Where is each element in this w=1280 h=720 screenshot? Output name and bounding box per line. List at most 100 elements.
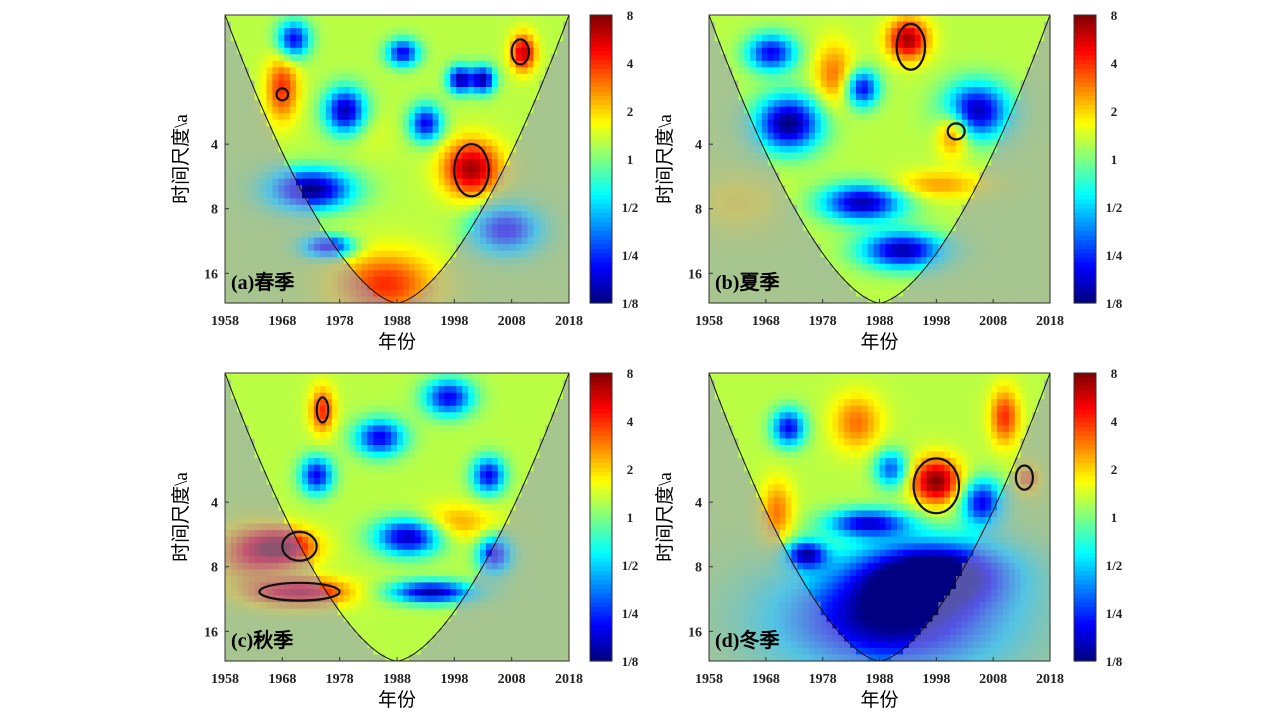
heatmap-cell [897, 224, 904, 232]
heatmap-cell [503, 257, 511, 265]
heatmap-cell [367, 237, 374, 245]
heatmap-cell [832, 231, 839, 239]
heatmap-cell [985, 100, 992, 108]
heatmap-cell [337, 145, 345, 154]
heatmap-cell [850, 185, 857, 193]
heatmap-cell [533, 172, 540, 180]
heatmap-cell [714, 47, 722, 55]
heatmap-cell [950, 270, 957, 278]
heatmap-cell [331, 250, 339, 258]
heatmap-cell [873, 244, 881, 252]
heatmap-cell [426, 41, 434, 49]
heatmap-cell [1014, 191, 1022, 199]
heatmap-cell [468, 126, 475, 134]
heatmap-cell [480, 217, 487, 226]
heatmap-cell [521, 211, 529, 219]
heatmap-cell [266, 80, 274, 88]
heatmap-cell [720, 113, 728, 121]
heatmap-cell [272, 250, 279, 258]
heatmap-cell [361, 67, 368, 75]
heatmap-cell [456, 132, 463, 140]
heatmap-cell [225, 172, 232, 180]
heatmap-cell [791, 244, 798, 252]
heatmap-cell [402, 276, 410, 284]
heatmap-cell [343, 296, 351, 304]
heatmap-cell [438, 270, 446, 278]
panel-0: 1958 1968 1978 1988 1998 2008 20184816年份时间尺度\a… [170, 8, 639, 353]
heatmap-cell [414, 106, 422, 114]
heatmap-cell [926, 93, 934, 101]
heatmap-cell [855, 106, 863, 114]
heatmap-cell [885, 257, 892, 265]
heatmap-cell [897, 296, 904, 304]
heatmap-cell [397, 250, 404, 258]
heatmap-cell [785, 244, 792, 252]
heatmap-cell [391, 289, 398, 298]
heatmap-cell [426, 106, 434, 114]
heatmap-cell [779, 113, 787, 121]
heatmap-cell [750, 165, 757, 173]
heatmap-cell [991, 113, 998, 121]
heatmap-cell [926, 283, 934, 291]
heatmap-cell [820, 54, 828, 62]
heatmap-cell [767, 270, 775, 278]
heatmap-cell [861, 185, 869, 193]
heatmap-cell [355, 54, 363, 62]
heatmap-cell [260, 237, 268, 245]
heatmap-cell [349, 15, 357, 23]
heatmap-cell [997, 34, 1004, 42]
heatmap-cell [973, 113, 981, 121]
heatmap-cell [385, 217, 392, 226]
heatmap-cell [408, 159, 416, 167]
heatmap-cell [920, 283, 928, 291]
heatmap-cell [438, 211, 446, 219]
heatmap-cell [985, 237, 992, 245]
heatmap-cell [997, 47, 1004, 55]
heatmap-cell [726, 80, 734, 88]
heatmap-cell [420, 198, 428, 206]
heatmap-cell [563, 204, 570, 212]
heatmap-cell [236, 47, 244, 55]
heatmap-cell [563, 139, 570, 147]
heatmap-cell [732, 34, 739, 42]
heatmap-cell [414, 28, 422, 36]
heatmap-cell [391, 21, 398, 29]
heatmap-cell [873, 113, 881, 121]
colorbar-segment [590, 186, 612, 192]
heatmap-cell [944, 191, 951, 199]
heatmap-cell [926, 211, 934, 219]
heatmap-cell [826, 250, 834, 258]
heatmap-cell [236, 54, 244, 62]
heatmap-cell [744, 211, 751, 219]
heatmap-cell [785, 237, 792, 245]
heatmap-cell [744, 87, 751, 95]
heatmap-cell [379, 93, 386, 101]
heatmap-cell [814, 165, 822, 173]
heatmap-cell [408, 28, 416, 36]
heatmap-cell [254, 191, 262, 199]
heatmap-cell [242, 54, 250, 62]
heatmap-cell [1002, 276, 1010, 284]
heatmap-cell [779, 185, 787, 193]
heatmap-cell [468, 41, 475, 49]
heatmap-cell [474, 28, 481, 36]
heatmap-cell [468, 145, 475, 154]
heatmap-cell [885, 217, 892, 226]
heatmap-cell [720, 270, 728, 278]
heatmap-cell [557, 172, 564, 180]
heatmap-cell [761, 244, 769, 252]
heatmap-cell [855, 178, 863, 186]
heatmap-cell [527, 54, 535, 62]
heatmap-cell [319, 289, 327, 298]
heatmap-cell [720, 80, 728, 88]
heatmap-cell [985, 54, 992, 62]
heatmap-cell [450, 263, 457, 271]
heatmap-cell [814, 296, 822, 304]
heatmap-cell [914, 139, 922, 147]
heatmap-cell [1008, 159, 1016, 167]
heatmap-cell [855, 21, 863, 29]
heatmap-cell [726, 152, 734, 160]
heatmap-cell [485, 15, 493, 23]
heatmap-cell [967, 15, 975, 23]
heatmap-cell [290, 152, 297, 160]
